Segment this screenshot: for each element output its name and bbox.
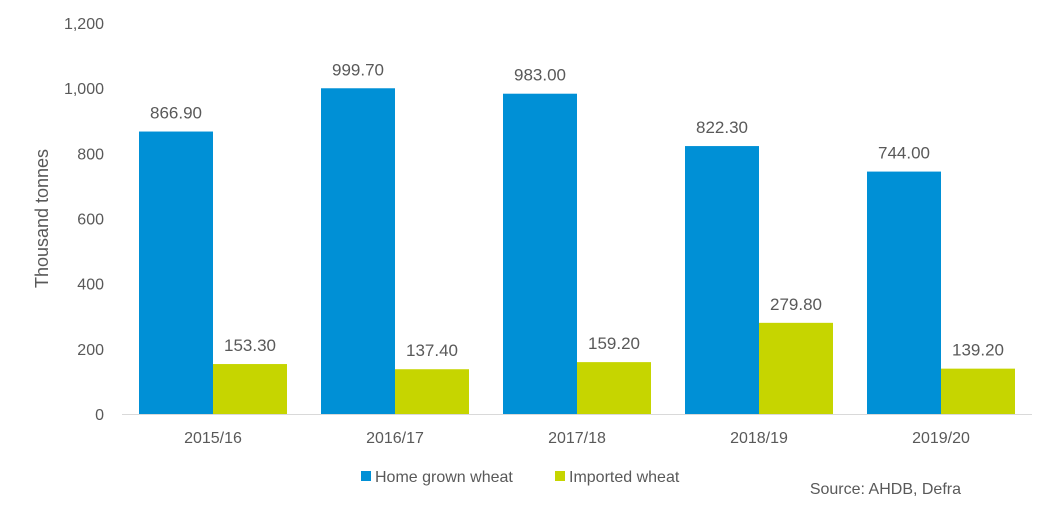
bar-imported bbox=[213, 364, 287, 414]
data-label: 159.20 bbox=[588, 334, 640, 353]
data-label: 139.20 bbox=[952, 341, 1004, 360]
y-tick-label: 1,200 bbox=[64, 16, 104, 33]
bar-imported bbox=[395, 369, 469, 414]
bar-home-grown bbox=[321, 88, 395, 415]
y-tick-label: 200 bbox=[77, 342, 104, 359]
y-axis: 0 200 400 600 800 1,000 1,200 bbox=[64, 16, 104, 424]
data-label: 866.90 bbox=[150, 104, 202, 123]
data-label: 822.30 bbox=[696, 118, 748, 137]
legend-label: Imported wheat bbox=[569, 469, 680, 486]
y-tick-label: 800 bbox=[77, 146, 104, 163]
bars-group: 866.90 153.30 999.70 137.40 983.00 159.20 822.… bbox=[139, 60, 1015, 415]
y-axis-title: Thousand tonnes bbox=[32, 149, 52, 288]
bar-imported bbox=[759, 322, 833, 414]
bar-imported bbox=[577, 362, 651, 414]
legend-label: Home grown wheat bbox=[375, 469, 513, 486]
bar-home-grown bbox=[685, 146, 759, 414]
bar-home-grown bbox=[867, 171, 941, 414]
data-label: 983.00 bbox=[514, 66, 566, 85]
data-label: 279.80 bbox=[770, 295, 822, 314]
x-tick-label: 2019/20 bbox=[912, 430, 970, 447]
x-tick-label: 2015/16 bbox=[184, 430, 242, 447]
x-tick-label: 2016/17 bbox=[366, 430, 424, 447]
data-label: 137.40 bbox=[406, 341, 458, 360]
x-tick-label: 2018/19 bbox=[730, 430, 788, 447]
bar-imported bbox=[941, 368, 1015, 414]
x-tick-label: 2017/18 bbox=[548, 430, 606, 447]
legend-swatch bbox=[361, 471, 371, 481]
y-tick-label: 600 bbox=[77, 212, 104, 229]
source-note: Source: AHDB, Defra bbox=[810, 481, 961, 498]
y-tick-label: 1,000 bbox=[64, 81, 104, 98]
bar-home-grown bbox=[503, 93, 577, 414]
bar-home-grown bbox=[139, 131, 213, 414]
y-tick-label: 0 bbox=[95, 407, 104, 424]
legend: Home grown wheat Imported wheat bbox=[361, 469, 680, 486]
data-label: 153.30 bbox=[224, 336, 276, 355]
legend-swatch bbox=[555, 471, 565, 481]
data-label: 999.70 bbox=[332, 60, 384, 79]
data-label: 744.00 bbox=[878, 144, 930, 163]
x-axis: 2015/16 2016/17 2017/18 2018/19 2019/20 bbox=[184, 430, 970, 447]
y-tick-label: 400 bbox=[77, 277, 104, 294]
